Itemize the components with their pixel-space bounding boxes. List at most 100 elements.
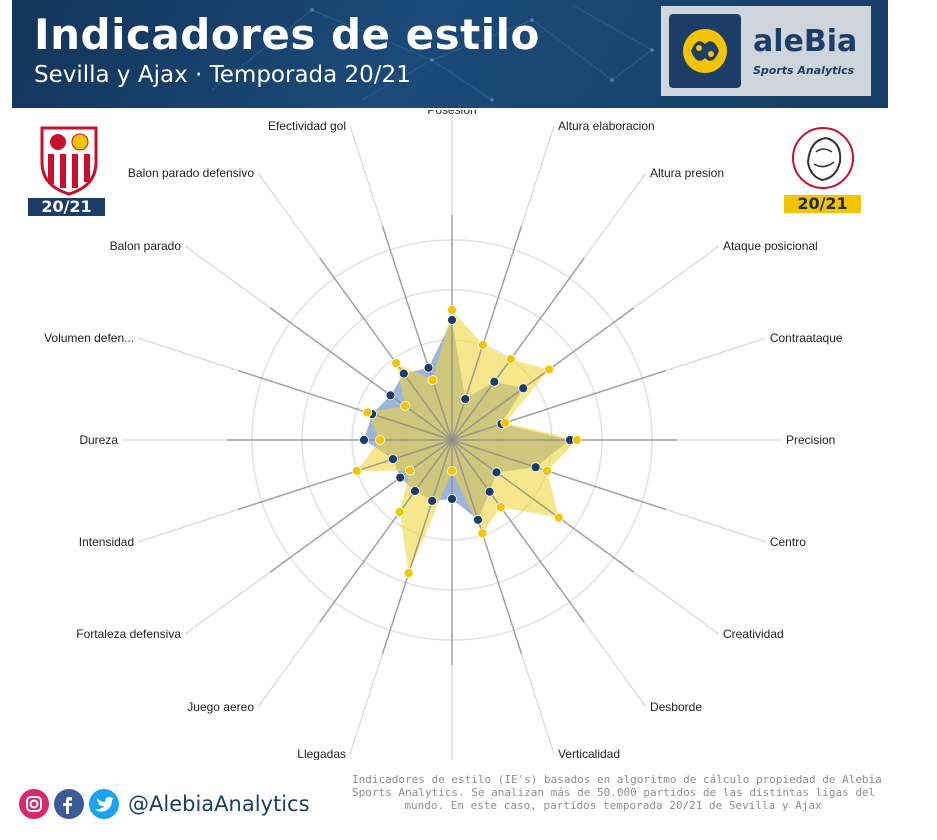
radar-areas xyxy=(356,310,577,574)
leader-line xyxy=(665,509,767,543)
header-banner: Indicadores de estilo Sevilla y Ajax · T… xyxy=(12,0,888,108)
spoke-line xyxy=(237,369,453,441)
methodology-note: Indicadores de estilo (IE's) basados en … xyxy=(352,773,882,812)
spoke-line xyxy=(319,439,453,623)
radar-spokes xyxy=(122,110,782,760)
spoke-line xyxy=(381,439,453,655)
leader-line xyxy=(633,245,720,309)
spoke-line xyxy=(451,307,635,441)
point-ajax xyxy=(478,339,488,350)
axis-label: Balon parado xyxy=(110,239,182,253)
point-ajax xyxy=(500,417,511,428)
point-sevilla xyxy=(423,362,434,373)
point-ajax xyxy=(403,568,414,579)
axis-label: Balon parado defensivo xyxy=(128,166,254,180)
spoke-line xyxy=(319,257,453,441)
leader-line xyxy=(521,653,555,755)
axis-label: Centro xyxy=(770,535,806,549)
ajax-crest-icon xyxy=(792,127,854,189)
axis-label: Creatividad xyxy=(723,627,784,641)
axis-label: Contraataque xyxy=(770,331,843,345)
point-sevilla xyxy=(491,467,502,478)
point-sevilla xyxy=(447,315,457,325)
brand-name: aleBia xyxy=(753,24,858,59)
point-sevilla xyxy=(427,495,438,506)
point-ajax xyxy=(447,305,457,315)
axis-label: Ataque posicional xyxy=(723,239,818,253)
network-pattern xyxy=(211,4,654,102)
radar-chart: Posesion Altura elaboracion Altura presion… xyxy=(44,110,843,760)
axis-label: Efectividad gol xyxy=(268,119,346,133)
spoke-line xyxy=(381,225,453,441)
leader-line xyxy=(349,125,383,227)
point-sevilla xyxy=(447,494,457,504)
point-ajax xyxy=(495,502,506,513)
sevilla-season-badge: 20/21 xyxy=(28,198,105,216)
point-ajax xyxy=(477,528,488,539)
point-sevilla xyxy=(398,368,409,379)
leader-line xyxy=(184,571,271,635)
point-sevilla xyxy=(460,394,471,405)
point-ajax xyxy=(394,507,405,517)
point-sevilla xyxy=(530,462,541,473)
point-ajax xyxy=(544,364,554,375)
point-sevilla xyxy=(473,514,483,525)
leader-line xyxy=(583,172,647,259)
point-ajax xyxy=(505,354,516,364)
point-ajax xyxy=(572,435,582,445)
leader-line xyxy=(257,621,321,708)
axis-label: Fortaleza defensiva xyxy=(76,627,181,641)
point-sevilla xyxy=(518,383,529,394)
radar-area-ajax xyxy=(356,310,577,574)
point-sevilla xyxy=(489,376,500,387)
spoke-line xyxy=(451,439,523,655)
point-ajax xyxy=(391,358,402,369)
note-line: Indicadores de estilo (IE's) basados en … xyxy=(352,773,882,786)
note-line: mundo. En este caso, partidos temporada … xyxy=(404,799,822,812)
spoke-line xyxy=(451,439,585,623)
point-sevilla xyxy=(385,390,396,401)
spoke-line xyxy=(451,257,585,441)
page-title: Indicadores de estilo xyxy=(34,10,540,59)
facebook-icon[interactable] xyxy=(54,789,84,819)
spoke-line xyxy=(451,439,635,573)
social-handle[interactable]: @AlebiaAnalytics xyxy=(128,792,310,816)
point-sevilla xyxy=(388,454,398,465)
axis-label: Juego aereo xyxy=(187,700,254,714)
leader-line xyxy=(257,172,321,259)
spoke-line xyxy=(451,225,523,441)
point-sevilla xyxy=(410,486,420,496)
leader-line xyxy=(633,571,720,635)
brand-tagline: Sports Analytics xyxy=(753,64,855,77)
social-icons xyxy=(19,789,119,819)
leader-line xyxy=(521,125,555,227)
axis-label: Posesion xyxy=(427,110,476,117)
alebia-logo-box: aleBia Sports Analytics xyxy=(661,6,871,96)
twitter-icon[interactable] xyxy=(89,789,119,819)
axis-label: Volumen defen... xyxy=(44,331,134,345)
axis-label: Llegadas xyxy=(297,747,346,760)
point-sevilla xyxy=(484,486,495,497)
page-subtitle: Sevilla y Ajax · Temporada 20/21 xyxy=(34,62,411,88)
point-ajax xyxy=(553,512,564,523)
leader-line xyxy=(137,509,239,543)
axis-label: Intensidad xyxy=(79,535,134,549)
ajax-season-badge: 20/21 xyxy=(784,195,861,213)
radar-points xyxy=(351,305,582,579)
leader-line xyxy=(349,653,383,755)
radar-labels: Posesion Altura elaboracion Altura presion… xyxy=(44,110,843,760)
spoke-line xyxy=(269,307,453,441)
sevilla-crest-icon xyxy=(40,126,98,196)
spoke-line xyxy=(237,439,453,511)
instagram-icon[interactable] xyxy=(19,789,49,819)
spoke-line xyxy=(451,439,667,511)
axis-label: Altura elaboracion xyxy=(558,119,655,133)
point-sevilla xyxy=(359,435,369,445)
axis-label: Verticalidad xyxy=(558,747,620,760)
leader-line xyxy=(137,337,239,371)
point-ajax xyxy=(405,465,415,476)
point-ajax xyxy=(375,435,385,445)
point-ajax xyxy=(400,401,410,411)
spoke-line xyxy=(451,369,667,441)
leader-line xyxy=(665,337,767,371)
